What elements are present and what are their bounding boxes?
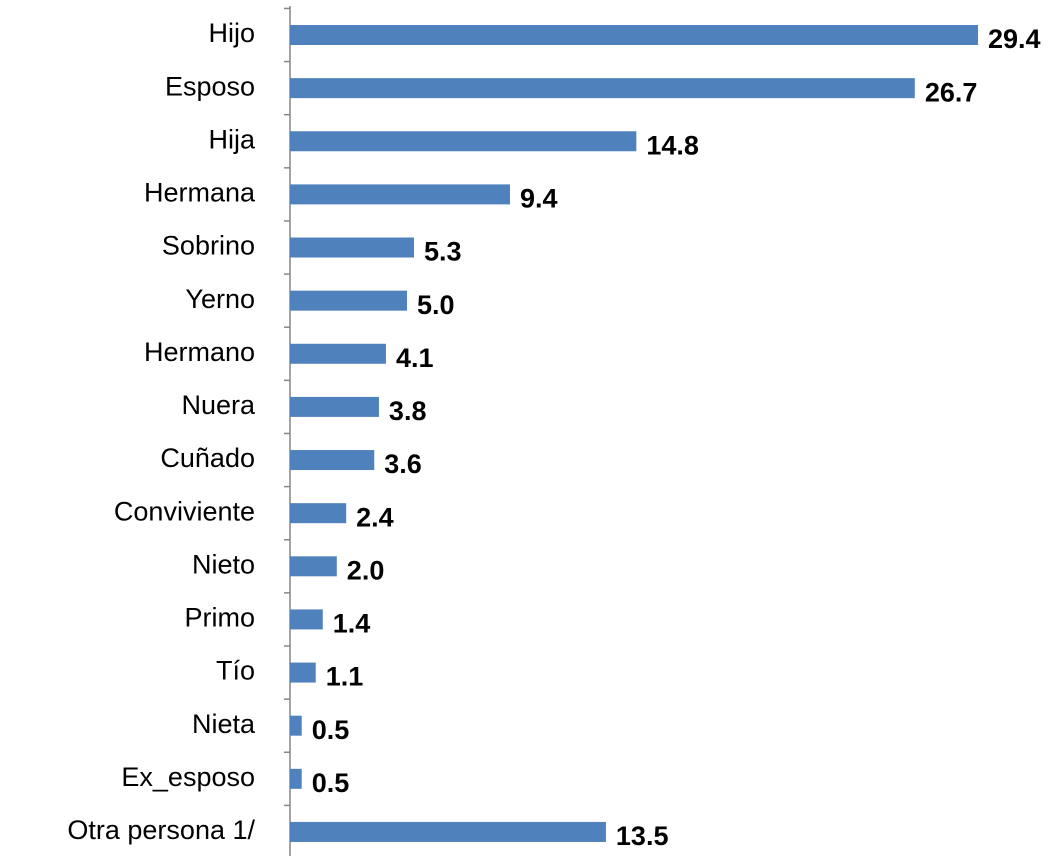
data-label: 1.1 [326, 662, 364, 692]
category-label: Hija [208, 124, 255, 154]
bar [290, 715, 302, 736]
category-label: Otra persona 1/ [67, 815, 255, 845]
bar [290, 184, 510, 205]
category-label: Nieta [192, 709, 256, 739]
bar [290, 768, 302, 789]
bar [290, 237, 415, 258]
data-label: 3.8 [389, 396, 427, 426]
category-label: Sobrino [162, 231, 255, 261]
data-label: 14.8 [646, 130, 699, 160]
bar [290, 290, 408, 311]
category-label: Nieto [192, 549, 255, 579]
bar [290, 78, 915, 99]
data-label: 5.0 [417, 290, 455, 320]
data-label: 2.0 [347, 555, 385, 585]
bar [290, 343, 386, 364]
category-label: Cuñado [160, 443, 255, 473]
bar [290, 556, 337, 577]
bar [290, 821, 606, 842]
data-label: 26.7 [925, 77, 978, 107]
data-label: 0.5 [312, 715, 350, 745]
category-label: Hermana [144, 178, 256, 208]
data-label: 29.4 [988, 24, 1041, 54]
bar [290, 396, 379, 417]
data-label: 4.1 [396, 343, 434, 373]
data-label: 13.5 [616, 821, 669, 851]
data-label: 5.3 [424, 237, 462, 267]
bar [290, 25, 978, 45]
category-label: Primo [184, 603, 255, 633]
data-label: 1.4 [333, 609, 371, 639]
category-label: Hermano [144, 337, 255, 367]
category-label: Tío [216, 656, 255, 686]
data-label: 0.5 [312, 768, 350, 798]
bar [290, 503, 347, 524]
category-label: Conviviente [114, 496, 255, 526]
bar [290, 450, 375, 471]
bar [290, 131, 637, 152]
category-label: Yerno [185, 284, 255, 314]
data-label: 2.4 [356, 502, 394, 532]
bar [290, 609, 323, 630]
category-label: Nuera [181, 390, 256, 420]
bar [290, 662, 316, 683]
data-label: 9.4 [520, 184, 558, 214]
data-label: 3.6 [384, 449, 422, 479]
category-label: Ex_esposo [121, 762, 255, 792]
category-label: Hijo [208, 18, 255, 48]
category-label: Esposo [165, 71, 255, 101]
